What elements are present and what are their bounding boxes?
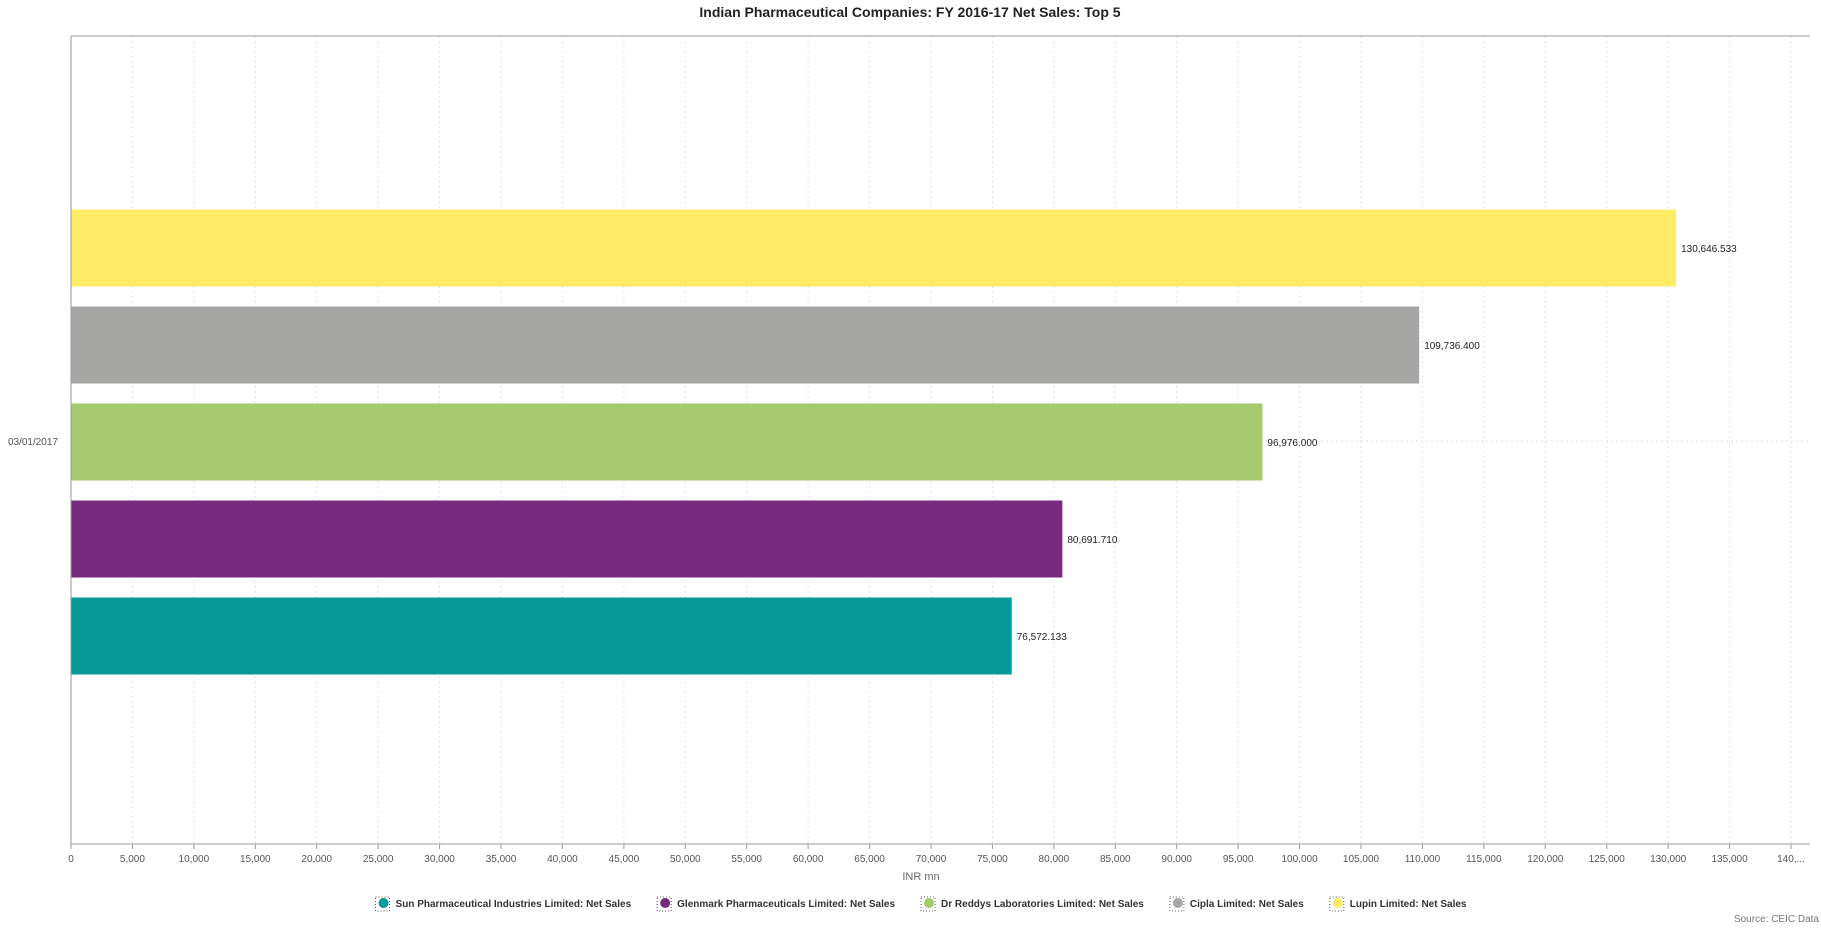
- x-tick-label: 140,...: [1777, 854, 1805, 865]
- data-labels: 76,572.133 80,691.710 96,976.000 109,736.40…: [1017, 244, 1737, 643]
- legend-swatch-frame: [656, 896, 672, 912]
- legend-item[interactable]: Lupin Limited: Net Sales: [1329, 896, 1467, 912]
- x-tick-label: 70,000: [916, 854, 947, 865]
- legend-item[interactable]: Dr Reddys Laboratories Limited: Net Sale…: [920, 896, 1144, 912]
- x-tick-label: 55,000: [731, 854, 762, 865]
- x-tick-label: 125,000: [1589, 854, 1626, 865]
- y-axis-categories: 03/01/2017: [8, 437, 58, 448]
- x-tick-label: 5,000: [120, 854, 145, 865]
- x-tick-label: 85,000: [1100, 854, 1131, 865]
- bar-4[interactable]: [71, 306, 1420, 384]
- legend-label: Glenmark Pharmaceuticals Limited: Net Sa…: [677, 899, 895, 910]
- x-axis-ticks: 0 5,000 10,000 15,000 20,000 25,000 30,000 35,0…: [68, 844, 1805, 865]
- x-tick-label: 25,000: [363, 854, 394, 865]
- x-tick-label: 105,000: [1343, 854, 1380, 865]
- x-tick-label: 130,000: [1650, 854, 1687, 865]
- legend-swatch: [1332, 898, 1343, 908]
- x-tick-label: 40,000: [547, 854, 578, 865]
- bar-value-label: 109,736.400: [1424, 341, 1480, 352]
- x-tick-label: 20,000: [301, 854, 332, 865]
- legend-swatch: [660, 898, 671, 908]
- bar-value-label: 96,976.000: [1267, 438, 1317, 449]
- x-axis-title: INR mn: [902, 871, 939, 883]
- bar-5[interactable]: [71, 209, 1677, 287]
- x-tick-label: 100,000: [1281, 854, 1318, 865]
- x-tick-label: 75,000: [977, 854, 1008, 865]
- legend-swatch-frame: [375, 896, 391, 912]
- legend-item[interactable]: Cipla Limited: Net Sales: [1169, 896, 1304, 912]
- x-tick-label: 50,000: [670, 854, 701, 865]
- source-note: Source: CEIC Data: [1734, 914, 1819, 925]
- x-tick-label: 110,000: [1405, 854, 1441, 865]
- bar-value-label: 80,691.710: [1067, 535, 1117, 546]
- x-tick-label: 45,000: [609, 854, 640, 865]
- x-tick-label: 30,000: [424, 854, 455, 865]
- x-tick-label: 95,000: [1223, 854, 1254, 865]
- legend: Sun Pharmaceutical Industries Limited: N…: [375, 896, 1467, 912]
- legend-label: Cipla Limited: Net Sales: [1190, 899, 1304, 910]
- x-tick-label: 115,000: [1466, 854, 1502, 865]
- legend-swatch-frame: [1169, 896, 1185, 912]
- x-tick-label: 80,000: [1039, 854, 1070, 865]
- x-tick-label: 65,000: [854, 854, 885, 865]
- bars: [71, 209, 1677, 675]
- legend-swatch-frame: [1329, 896, 1345, 912]
- legend-item[interactable]: Glenmark Pharmaceuticals Limited: Net Sa…: [656, 896, 895, 912]
- bar-value-label: 130,646.533: [1681, 244, 1737, 255]
- legend-swatch: [1172, 898, 1183, 908]
- x-tick-label: 15,000: [240, 854, 271, 865]
- bar-2[interactable]: [71, 500, 1063, 578]
- chart-title: Indian Pharmaceutical Companies: FY 2016…: [699, 4, 1120, 20]
- x-tick-label: 10,000: [179, 854, 210, 865]
- x-tick-label: 90,000: [1161, 854, 1192, 865]
- x-tick-label: 35,000: [486, 854, 517, 865]
- legend-swatch-frame: [920, 896, 936, 912]
- legend-item[interactable]: Sun Pharmaceutical Industries Limited: N…: [375, 896, 632, 912]
- x-tick-label: 0: [68, 854, 74, 865]
- legend-swatch: [378, 898, 389, 908]
- legend-label: Dr Reddys Laboratories Limited: Net Sale…: [941, 899, 1144, 910]
- x-tick-label: 135,000: [1711, 854, 1748, 865]
- bar-1[interactable]: [71, 597, 1012, 675]
- legend-swatch: [924, 898, 935, 908]
- x-tick-label: 120,000: [1527, 854, 1564, 865]
- x-tick-label: 60,000: [793, 854, 824, 865]
- y-category-label: 03/01/2017: [8, 437, 58, 448]
- bar-3[interactable]: [71, 403, 1263, 481]
- legend-label: Sun Pharmaceutical Industries Limited: N…: [396, 899, 632, 910]
- legend-label: Lupin Limited: Net Sales: [1350, 899, 1467, 910]
- bar-value-label: 76,572.133: [1017, 632, 1067, 643]
